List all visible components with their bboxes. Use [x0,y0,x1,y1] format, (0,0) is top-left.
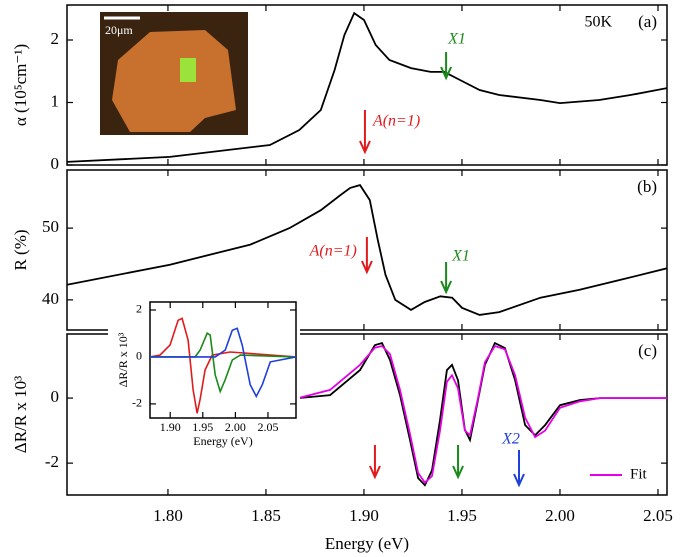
x-tick-label: 1.95 [192,420,213,434]
data-line [150,332,296,394]
marker-arrow [452,445,464,480]
arrow-label: X2 [501,431,520,448]
y-tick-label: -2 [132,396,142,410]
plot-frame [149,301,297,419]
y-axis-label: α (10⁵cm⁻¹) [11,44,30,126]
plot-area [67,11,667,163]
y-tick-label: 0 [51,387,60,406]
y-axis-label: ΔR/R x 10³ [116,332,130,387]
legend-label: Fit [630,466,648,482]
x-tick-label: 1.80 [153,506,183,525]
x-tick-label: 2.05 [643,506,673,525]
x-axis-label: Energy (eV) [325,534,409,553]
plot-frame [66,4,668,166]
marker-arrow [513,450,525,488]
scale-label: 20μm [105,23,133,37]
plot-area [67,184,667,316]
plot-area [150,317,296,414]
photo-flake [112,30,236,132]
y-tick-label: 50 [42,217,59,236]
plot-area [297,341,667,487]
x-tick-label: 1.90 [349,506,379,525]
y-tick-label: -2 [45,452,59,471]
y-tick-label: 2 [51,29,60,48]
x-tick-label: 2.05 [257,420,278,434]
data-line [67,184,667,316]
annotation: 50K [584,14,612,31]
arrow-label: X1 [451,248,470,265]
y-tick-label: 0 [136,349,142,363]
arrow-label: X1 [447,31,466,48]
plot-frame [66,333,668,496]
data-line [67,11,667,163]
arrow-label: A(n=1) [309,243,357,260]
arrow-label: A(n=1) [372,113,420,130]
x-tick-label: 1.85 [251,506,281,525]
y-axis-label: ΔR/R x 10³ [11,376,30,453]
y-tick-label: 2 [136,302,142,316]
y-axis-label: R (%) [11,229,30,270]
x-tick-label: 2.00 [545,506,575,525]
panel-label: (b) [637,177,657,196]
marker-arrow [440,52,453,81]
marker-arrow [440,262,453,295]
plot-frame [66,169,668,331]
marker-arrow [369,445,381,480]
data-line [298,341,667,487]
x-tick-label: 1.95 [447,506,477,525]
marker-arrow [359,110,371,155]
x-tick-label: 1.90 [160,420,181,434]
panel-label: (c) [638,341,657,360]
data-line [297,344,667,484]
photo-spot [180,58,196,82]
x-tick-label: 2.00 [225,420,246,434]
y-tick-label: 40 [42,289,59,308]
y-tick-label: 0 [51,154,60,173]
x-axis-label: Energy (eV) [193,434,252,448]
panel-label: (a) [638,12,657,31]
marker-arrow [360,237,373,275]
data-line [150,327,296,399]
y-tick-label: 1 [51,91,60,110]
